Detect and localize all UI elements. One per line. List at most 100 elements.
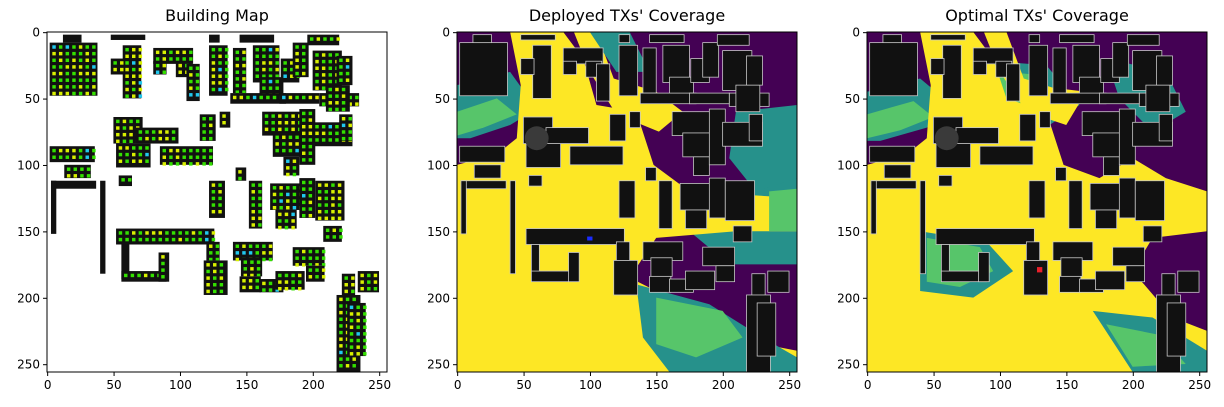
x-tick-label: 50: [106, 378, 121, 392]
sensor-dot: [125, 81, 129, 85]
sensor-dot: [52, 45, 56, 49]
sensor-dot: [72, 91, 76, 96]
sensor-dot: [151, 231, 156, 235]
sensor-dot: [118, 159, 123, 163]
sensor-dot: [122, 126, 127, 130]
sensor-dot: [256, 273, 261, 278]
sensor-dot: [248, 251, 253, 255]
sensor-dot: [275, 61, 279, 65]
sensor-dot: [339, 71, 343, 76]
panel-image-1: [47, 32, 387, 372]
building: [883, 164, 912, 179]
sensor-dot: [275, 54, 279, 59]
sensor-dot: [256, 260, 261, 264]
sensor-dot: [262, 257, 266, 262]
sensor-dot: [308, 131, 313, 136]
y-tick-label: 250: [17, 358, 40, 372]
building: [1166, 302, 1187, 357]
sensor-dot: [224, 74, 229, 78]
sensor-dot: [317, 209, 322, 214]
sensor-dot: [161, 255, 165, 259]
sensor-dot: [175, 162, 180, 166]
sensor-dot: [169, 155, 173, 159]
x-tick-label: 200: [302, 378, 325, 392]
sensor-dot: [302, 263, 306, 267]
sensor-dot: [349, 345, 354, 349]
sensor-dot: [341, 130, 346, 134]
sensor-dot: [155, 63, 160, 68]
sensor-dot: [242, 279, 246, 283]
sensor-dot: [195, 148, 200, 153]
sensor-dot: [259, 95, 263, 100]
sensor-dot: [290, 74, 294, 78]
sensor-dot: [275, 135, 279, 140]
sensor-dot: [116, 119, 120, 124]
building: [942, 44, 962, 99]
sensor-dot: [213, 269, 217, 274]
sensor-dot: [66, 174, 71, 178]
sensor-dot: [161, 261, 165, 266]
sensor-dot: [268, 288, 273, 292]
sensor-dot: [132, 67, 136, 72]
building: [272, 132, 302, 157]
sensor-dot: [242, 244, 246, 248]
sensor-dot: [335, 94, 339, 98]
sensor-dot: [335, 87, 339, 92]
sensor-dot: [85, 78, 89, 82]
sensor-dot: [308, 95, 313, 100]
building: [528, 175, 543, 187]
sensor-dot: [125, 67, 129, 72]
sensor-dot: [275, 148, 279, 153]
building: [1092, 132, 1123, 158]
sensor-dot: [271, 127, 275, 132]
sensor-dot: [206, 283, 210, 287]
sensor-dot: [195, 66, 200, 70]
sensor-dot: [302, 118, 306, 122]
sensor-dot: [202, 162, 206, 166]
building: [1025, 241, 1041, 261]
building: [299, 109, 316, 165]
sensor-dot: [283, 74, 287, 78]
sensor-dot: [308, 118, 313, 122]
building: [735, 84, 761, 113]
sensor-dot: [317, 183, 322, 187]
building: [1028, 180, 1046, 219]
sensor-dot: [352, 297, 356, 302]
sensor-dot: [262, 244, 266, 248]
sensor-dot: [189, 148, 193, 153]
sensor-dot: [291, 219, 295, 223]
sensor-dot: [266, 95, 270, 100]
building: [1095, 209, 1118, 229]
sensor-dot: [211, 237, 216, 242]
sensor-dot: [344, 276, 348, 280]
sensor-dot: [272, 199, 277, 203]
coverage-region: [769, 188, 797, 232]
optimal-tx-marker: [1037, 267, 1043, 273]
sensor-dot: [124, 273, 128, 278]
sensor-dot: [302, 256, 306, 260]
sensor-dot: [328, 107, 333, 112]
sensor-dot: [325, 235, 330, 239]
sensor-dot: [206, 276, 210, 280]
sensor-dot: [339, 78, 343, 82]
sensor-dot: [158, 231, 163, 235]
sensor-dot: [72, 51, 76, 56]
sensor-dot: [235, 57, 240, 61]
x-tick-label: 150: [235, 378, 258, 392]
building: [682, 132, 713, 158]
sensor-dot: [352, 364, 356, 368]
sensor-dot: [348, 136, 352, 141]
sensor-dot: [367, 273, 371, 278]
sensor-dot: [242, 285, 246, 290]
building: [292, 42, 309, 78]
sensor-dot: [125, 146, 129, 150]
building: [1059, 275, 1082, 293]
sensor-dot: [132, 54, 136, 59]
sensor-dot: [169, 148, 173, 153]
sensor-dot: [268, 47, 273, 52]
sensor-dot: [262, 47, 266, 52]
sensor-dot: [272, 95, 277, 100]
building: [520, 58, 535, 75]
sensor-dot: [328, 66, 333, 70]
